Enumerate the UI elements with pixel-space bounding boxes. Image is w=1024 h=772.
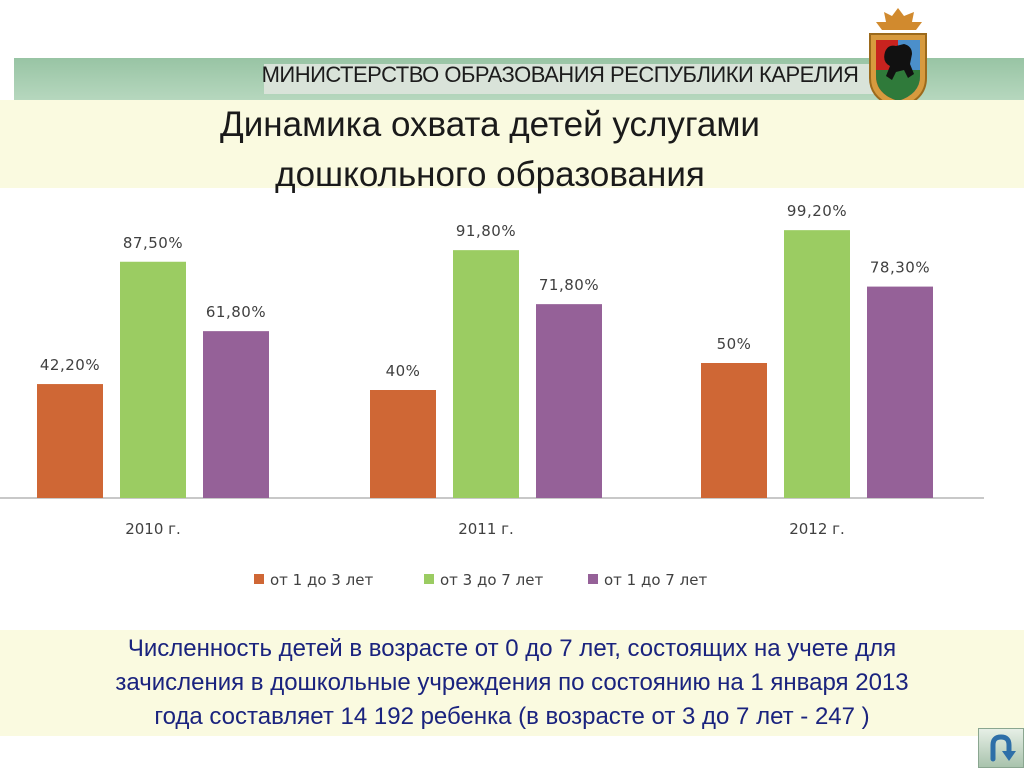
note-line-2: зачисления в дошкольные учреждения по со… (115, 669, 909, 696)
category-label: 2012 г. (789, 520, 845, 538)
bar (701, 363, 767, 498)
return-button[interactable] (978, 728, 1024, 768)
bar (536, 304, 602, 498)
note-line-3: года составляет 14 192 ребенка (в возрас… (154, 703, 870, 730)
data-label: 42,20% (40, 356, 100, 374)
data-label: 99,20% (787, 202, 847, 220)
data-label: 91,80% (456, 222, 516, 240)
coverage-bar-chart: 42,20% 87,50% 61,80% 2010 г. 40% 91,80% 71,80%… (0, 202, 984, 589)
bar (203, 331, 269, 498)
bar (453, 250, 519, 498)
slide-title: Динамика охвата детей услугами дошкольно… (150, 100, 830, 200)
waiting-list-note: Численность детей в возрасте от 0 до 7 л… (20, 632, 1004, 734)
bar (867, 286, 933, 498)
legend-label: от 1 до 3 лет (270, 571, 373, 589)
legend-label: от 1 до 7 лет (604, 571, 707, 589)
data-label: 71,80% (539, 276, 599, 294)
legend-swatch (254, 574, 264, 584)
bar (37, 384, 103, 498)
bar (120, 261, 186, 498)
karelia-coat-of-arms-icon (869, 8, 927, 110)
data-label: 61,80% (206, 303, 266, 321)
return-arrow-icon (990, 734, 1016, 762)
bar (370, 390, 436, 498)
title-line-2: дошкольного образования (275, 155, 705, 194)
data-label: 87,50% (123, 234, 183, 252)
data-label: 50% (717, 335, 752, 353)
data-label: 78,30% (870, 259, 930, 277)
bar (784, 230, 850, 498)
note-band (0, 630, 1024, 736)
legend-swatch (588, 574, 598, 584)
legend-label: от 3 до 7 лет (440, 571, 543, 589)
title-band (0, 100, 1024, 188)
ministry-banner-inner (264, 64, 874, 94)
legend-swatch (424, 574, 434, 584)
title-line-1: Динамика охвата детей услугами (220, 105, 760, 144)
ministry-name: МИНИСТЕРСТВО ОБРАЗОВАНИЯ РЕСПУБЛИКИ КАРЕ… (261, 62, 859, 87)
category-label: 2010 г. (125, 520, 181, 538)
category-label: 2011 г. (458, 520, 514, 538)
ministry-banner (14, 58, 1024, 100)
note-line-1: Численность детей в возрасте от 0 до 7 л… (127, 635, 897, 662)
data-label: 40% (386, 362, 421, 380)
